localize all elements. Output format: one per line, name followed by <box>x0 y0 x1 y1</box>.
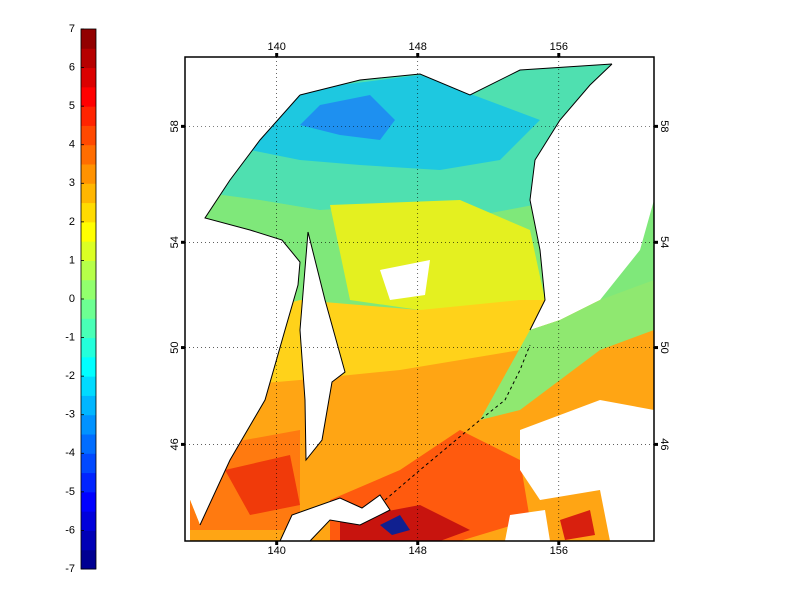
colorbar-cell <box>81 299 96 319</box>
colorbar-cell <box>81 395 96 416</box>
colorbar-cell <box>81 183 96 204</box>
colorbar-tick-label: -6 <box>65 524 75 536</box>
y-tick-label: 54 <box>169 236 181 248</box>
colorbar-cell <box>81 318 96 339</box>
colorbar-cell <box>81 549 96 570</box>
y-tick-label: 46 <box>658 438 670 450</box>
field-zone <box>480 280 654 420</box>
colorbar-cell <box>81 414 96 435</box>
colorbar-tick-label: -3 <box>65 409 75 421</box>
colorbar-cell <box>81 125 96 146</box>
colorbar-tick-label: -2 <box>65 370 75 382</box>
colorbar-cell <box>81 356 96 377</box>
colorbar-tick-label: -4 <box>65 447 75 459</box>
colorbar-tick-label: 0 <box>69 293 75 305</box>
north-coast <box>299 63 613 96</box>
colorbar-cell <box>81 472 96 493</box>
x-tick-label: 140 <box>268 545 286 557</box>
x-tick-label: 148 <box>409 545 427 557</box>
field-zone <box>300 95 395 140</box>
hokkaido <box>279 494 391 542</box>
x-tick-label: 140 <box>268 41 286 53</box>
field-gap <box>505 510 550 541</box>
colorbar-tick-label: 3 <box>69 177 75 189</box>
x-tick-label: 156 <box>550 41 568 53</box>
colorbar-cell <box>81 241 96 261</box>
x-tick-label: 156 <box>550 545 568 557</box>
colorbar-cell <box>81 144 96 165</box>
colorbar-cell <box>81 511 96 531</box>
colorbar-cell <box>81 279 96 300</box>
x-tick-label: 148 <box>409 41 427 53</box>
colorbar-cell <box>81 67 96 88</box>
sst-field <box>190 64 654 541</box>
y-tick-label: 54 <box>658 236 670 248</box>
colorbar-tick-label: 5 <box>69 100 75 112</box>
colorbar-cell <box>81 337 96 358</box>
colorbar-tick-label: 7 <box>69 23 75 35</box>
colorbar-cell <box>81 48 96 69</box>
colorbar-cell <box>81 376 96 396</box>
y-tick-label: 46 <box>169 438 181 450</box>
field-zone <box>560 510 595 540</box>
y-tick-label: 50 <box>169 341 181 353</box>
colorbar-tick-label: 2 <box>69 216 75 228</box>
colorbar-cell <box>81 221 96 242</box>
sakhalin <box>299 231 346 462</box>
colorbar-cell <box>81 164 96 184</box>
colorbar-tick-label: -7 <box>65 563 75 575</box>
colorbar-cell <box>81 202 96 223</box>
colorbar-tick-label: 6 <box>69 61 75 73</box>
colorbar-tick-label: 1 <box>69 254 75 266</box>
y-tick-label: 58 <box>169 120 181 132</box>
colorbar-cell <box>81 106 96 126</box>
field-zone <box>250 75 540 170</box>
colorbar-cell <box>81 434 96 454</box>
colorbar-tick-label: -1 <box>65 331 75 343</box>
colorbar-cell <box>81 453 96 474</box>
field-gap <box>520 400 654 541</box>
colorbar-cell <box>81 260 96 281</box>
west-coast <box>199 94 301 526</box>
field-zone <box>380 515 410 535</box>
colorbar-cell <box>81 86 96 107</box>
colorbar-cell <box>81 29 96 49</box>
colorbar-cell <box>81 491 96 512</box>
kamchatka-coast <box>529 63 613 331</box>
colorbar-tick-label: 4 <box>69 139 75 151</box>
y-tick-label: 58 <box>658 120 670 132</box>
field-zone <box>225 455 300 515</box>
colorbar-cell <box>81 530 96 551</box>
map-frame <box>184 56 655 542</box>
y-tick-label: 50 <box>658 341 670 353</box>
field-zone <box>330 200 545 320</box>
colorbar-tick-label: -5 <box>65 486 75 498</box>
